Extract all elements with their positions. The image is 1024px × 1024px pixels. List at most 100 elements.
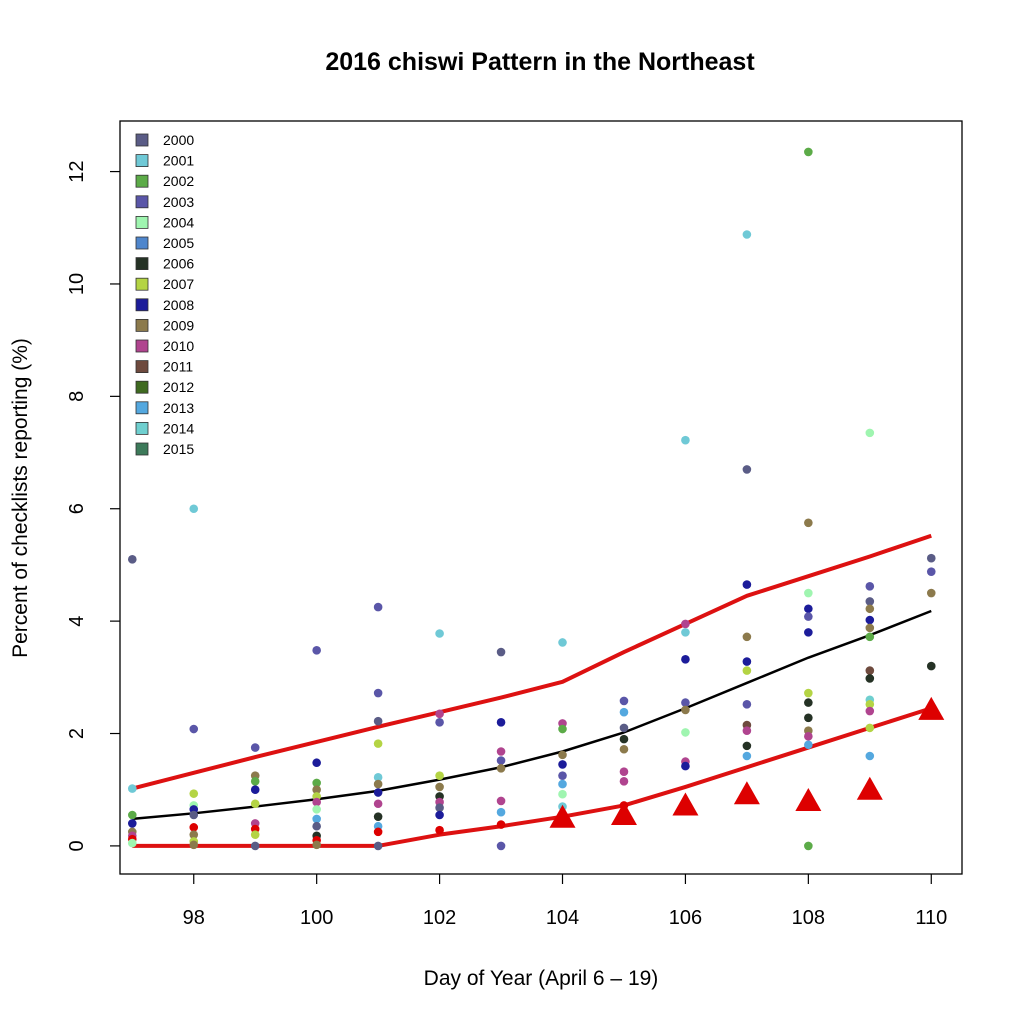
data-point [619,776,629,786]
data-point [312,814,321,824]
data-point [926,588,936,598]
data-point [496,647,506,657]
legend-swatch [135,257,149,271]
data-point [804,518,813,528]
data-point [189,840,199,850]
legend-label: 2007 [163,276,194,292]
data-point [865,706,875,716]
data-point [435,782,444,792]
data-point [127,838,137,848]
data-point [865,674,875,683]
legend-label: 2008 [163,297,194,313]
data-point [373,799,383,809]
data-point [804,588,813,598]
data-point [804,147,813,157]
legend-label: 2002 [163,173,194,189]
y-tick-label: 4 [66,616,88,627]
legend-swatch [135,154,149,168]
y-tick-label: 8 [66,391,88,402]
legend-swatch [135,401,149,415]
legend-swatch [135,133,149,147]
y-tick-label: 0 [66,840,88,851]
data-point [250,841,260,851]
data-point [312,821,321,831]
data-point [804,688,813,698]
data-point [189,823,199,832]
legend-swatch [135,236,149,250]
data-point [312,797,321,807]
legend-label: 2006 [163,256,194,272]
data-point [373,841,383,851]
x-axis-label: Day of Year (April 6 – 19) [424,967,659,990]
x-tick-label: 98 [183,907,205,929]
data-point [742,741,752,751]
data-point [865,581,875,591]
data-point [558,724,567,734]
data-point [496,796,506,806]
series-line [132,706,932,848]
legend-label: 2000 [163,132,194,148]
x-axis: 98 100 102 104 106 108 110 [183,874,947,929]
legend-swatch [135,298,149,312]
data-point [804,628,813,637]
data-point [558,760,567,769]
chart-title: 2016 chiswi Pattern in the Northeast [325,48,755,76]
data-point [865,666,875,675]
data-point [681,705,690,715]
data-point [312,840,321,850]
y-tick-label: 2 [66,728,88,739]
triangle-marker [918,696,945,720]
legend-label: 2011 [163,359,193,375]
data-point [865,751,875,761]
data-point [865,604,875,614]
data-point [619,734,629,744]
data-point [681,728,690,737]
data-point [619,696,629,706]
data-point [926,553,936,563]
data-point [373,779,383,789]
data-point [435,629,444,638]
data-point [435,803,444,812]
data-point [865,632,875,642]
data-point [558,638,567,647]
data-point [496,764,506,773]
data-point [373,739,383,748]
data-point [312,805,321,814]
data-point [619,767,629,777]
x-tick-label: 100 [300,907,333,929]
legend-label: 2009 [163,317,194,333]
data-point [312,778,321,788]
data-point [373,602,383,612]
legend-label: 2013 [163,400,194,416]
data-point [742,632,752,642]
y-axis-label: Percent of checklists reporting (%) [9,338,32,658]
series-line [132,609,932,821]
data-point [865,723,875,733]
y-tick-label: 12 [66,160,88,182]
data-point [681,435,690,445]
data-point [804,612,813,621]
data-point [189,810,199,820]
data-point [373,688,383,698]
data-point [435,771,444,780]
data-point [681,628,690,637]
triangle-marker [549,804,576,828]
y-axis: 0 2 4 6 8 10 12 [66,160,120,851]
data-point [312,646,321,655]
data-point [681,619,690,629]
x-tick-label: 108 [792,907,825,929]
legend-swatch [135,442,149,456]
data-point [804,732,813,741]
legend-swatch [135,277,149,291]
data-point [373,827,383,837]
data-point [189,830,199,839]
data-point [742,465,752,474]
data-point [742,666,752,675]
data-point [742,726,752,736]
legend-label: 2014 [163,420,194,436]
data-point [865,428,875,438]
legend-swatch [135,339,149,353]
data-point [250,785,260,795]
legend-label: 2003 [163,194,194,210]
triangle-marker [733,781,760,805]
